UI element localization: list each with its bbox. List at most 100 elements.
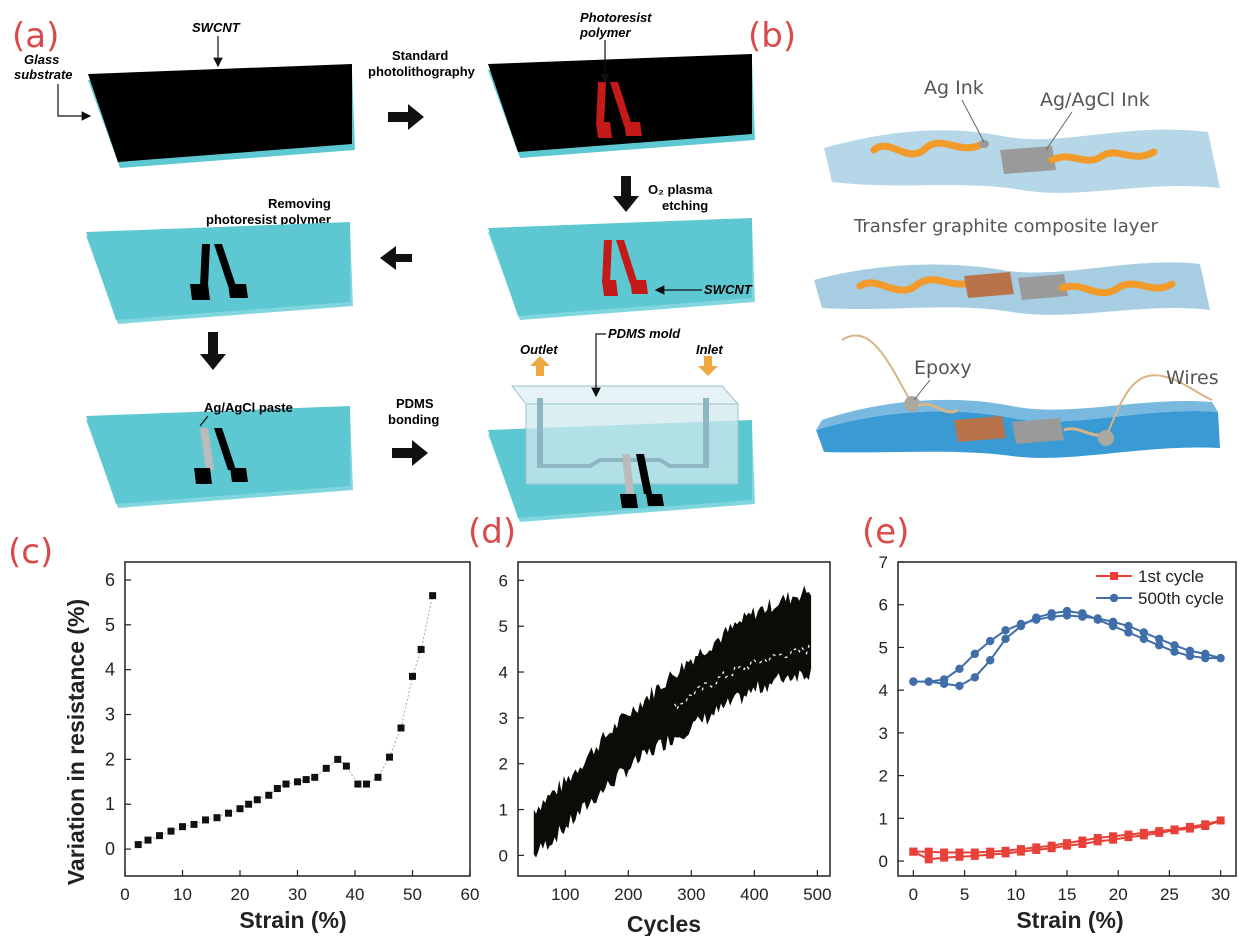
chart-c-point xyxy=(156,832,163,840)
chart-e-point-500th-cycle xyxy=(1139,634,1149,644)
slide-patterned xyxy=(86,222,353,324)
ag-ink-pointer xyxy=(961,99,985,143)
chart-c-point xyxy=(134,841,142,849)
chart-e-point-1st-cycle xyxy=(1216,816,1225,825)
chart-c-point xyxy=(213,814,221,822)
arrow-right-1 xyxy=(388,104,424,130)
chart-c-xtick-label: 0 xyxy=(120,885,129,904)
chart-e-cyclic-strain: Strain (%) 0 5 10 15 20 25 30 0 1 2 3 4 5 6 7 1st cycle… xyxy=(879,553,1237,933)
chart-c-trend-line xyxy=(138,595,434,846)
chart-e-xtick-label: 20 xyxy=(1109,885,1128,904)
chart-e-point-1st-cycle xyxy=(986,850,995,859)
removing-label-line2: photoresist polymer xyxy=(206,212,331,227)
chart-e-point-1st-cycle xyxy=(1047,844,1056,853)
wires-label: Wires xyxy=(1166,367,1219,389)
chart-e-point-1st-cycle xyxy=(1155,828,1164,837)
chart-c-point xyxy=(397,724,405,732)
chart-e-point-1st-cycle xyxy=(1001,849,1010,858)
chart-c-point xyxy=(429,592,437,600)
chart-e-xtick-label: 5 xyxy=(960,885,969,904)
arrow-down-1 xyxy=(613,176,639,212)
chart-c-point xyxy=(342,762,350,770)
chart-e-ytick-label: 5 xyxy=(879,638,888,657)
swcnt-top-label: SWCNT xyxy=(192,20,241,35)
chart-e-point-500th-cycle xyxy=(1139,628,1149,637)
chart-e-point-500th-cycle xyxy=(1170,647,1179,656)
chart-e-point-1st-cycle xyxy=(1063,841,1071,850)
chart-e-point-1st-cycle xyxy=(1078,839,1087,848)
chart-c-xtick-label: 10 xyxy=(173,885,192,904)
chart-e-point-500th-cycle xyxy=(939,679,949,688)
chart-e-legend-label-1: 1st cycle xyxy=(1138,567,1204,586)
chart-c-point xyxy=(374,773,382,781)
slide-etched xyxy=(488,218,755,320)
chart-d-ytick-label: 6 xyxy=(499,571,508,590)
chart-e-point-500th-cycle xyxy=(1108,621,1118,631)
pdms-chip xyxy=(488,356,755,522)
step-photolithography-line2: photolithography xyxy=(368,64,476,79)
sheet-2 xyxy=(814,262,1210,315)
chart-e-point-500th-cycle xyxy=(1078,609,1087,618)
chart-e-point-500th-cycle xyxy=(1062,606,1072,616)
glass-label-line1: Glass xyxy=(24,52,59,67)
chart-e-point-1st-cycle xyxy=(909,847,918,856)
chart-c-ylabel: Variation in resistance (%) xyxy=(63,599,89,885)
agagcl-ink-label: Ag/AgCl Ink xyxy=(1040,89,1150,111)
chart-e-point-1st-cycle xyxy=(1201,822,1210,831)
chart-d-xtick-label: 400 xyxy=(740,885,768,904)
chart-e-point-1st-cycle xyxy=(955,852,964,861)
chart-d-cycles: Cycles 100 200 300 400 500 0 1 2 3 4 5 6 xyxy=(499,561,832,936)
ag-ink-label: Ag Ink xyxy=(924,77,984,99)
panel-label-d: (d) xyxy=(468,512,517,552)
glass-label-line2: substrate xyxy=(14,67,73,82)
slide-photoresist xyxy=(488,54,755,158)
chart-c-point xyxy=(265,791,273,799)
epoxy-pointer xyxy=(913,379,931,401)
chart-d-ytick-label: 5 xyxy=(499,617,508,636)
chart-c-point xyxy=(144,836,152,844)
chart-d-ytick-label: 0 xyxy=(499,846,508,865)
pdms-bonding-line1: PDMS xyxy=(396,396,434,411)
step-photolithography-line1: Standard xyxy=(392,48,448,63)
chart-e-point-500th-cycle xyxy=(1154,641,1164,650)
o2-plasma-line2: etching xyxy=(662,198,708,213)
epoxy-label: Epoxy xyxy=(914,357,972,379)
chart-e-point-1st-cycle xyxy=(1093,837,1102,846)
chart-d-xtick-label: 100 xyxy=(551,885,579,904)
chart-e-ytick-label: 7 xyxy=(879,553,888,572)
chart-c-strain-resistance: Variation in resistance (%) Strain (%) 0… xyxy=(63,561,479,933)
chart-e-point-1st-cycle xyxy=(1170,826,1179,835)
chart-c-ytick-label: 6 xyxy=(105,570,115,590)
chart-e-point-1st-cycle xyxy=(940,848,949,857)
chart-e-point-1st-cycle xyxy=(1124,833,1133,842)
chart-e-point-1st-cycle xyxy=(1139,831,1148,840)
chart-e-legend-marker-1 xyxy=(1110,572,1118,580)
chart-e-point-500th-cycle xyxy=(1047,609,1056,618)
agagcl-paste-label: Ag/AgCl paste xyxy=(204,400,293,415)
pdms-mold-label: PDMS mold xyxy=(608,326,681,341)
panel-label-e: (e) xyxy=(862,512,910,552)
chart-e-ytick-label: 3 xyxy=(879,724,888,743)
chart-d-signal-band xyxy=(533,585,812,858)
chart-e-ytick-label: 2 xyxy=(879,767,888,786)
fabrication-schematic: SWCNT Glass substrate Standard photolith… xyxy=(14,10,755,522)
chart-e-point-500th-cycle xyxy=(1001,626,1010,635)
sheet-1 xyxy=(824,129,1220,193)
panel-label-c: (c) xyxy=(8,532,54,572)
chart-e-legend-marker-2 xyxy=(1109,593,1119,603)
chart-e-point-500th-cycle xyxy=(985,636,995,646)
chart-e-ytick-label: 1 xyxy=(879,809,888,828)
chart-d-xtick-label: 300 xyxy=(677,885,705,904)
chart-c-xtick-label: 20 xyxy=(231,885,250,904)
chart-d-xtick-label: 500 xyxy=(803,885,831,904)
pdms-mold-pointer xyxy=(591,333,606,398)
chart-e-point-500th-cycle xyxy=(1170,641,1179,650)
chart-e-point-500th-cycle xyxy=(1154,634,1164,644)
chart-e-point-1st-cycle xyxy=(924,847,933,856)
chart-c-xtick-label: 40 xyxy=(346,885,365,904)
swcnt-mid-label: SWCNT xyxy=(704,282,753,297)
chart-e-point-500th-cycle xyxy=(955,681,964,691)
chart-c-point xyxy=(322,764,330,772)
chart-c-point xyxy=(273,785,281,793)
chart-e-ytick-label: 6 xyxy=(879,596,888,615)
